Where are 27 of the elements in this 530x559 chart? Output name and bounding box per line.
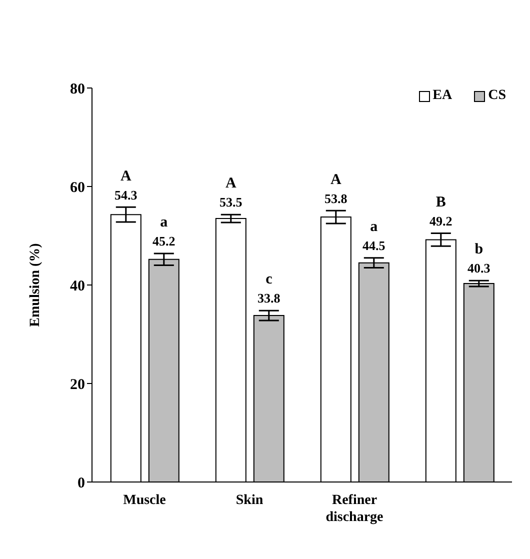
data-label: 53.8 (324, 190, 348, 206)
data-label: 54.3 (114, 187, 138, 202)
annotation: A (330, 172, 342, 188)
x-tick-label: Skin (236, 493, 264, 508)
y-tick-label: 20 (70, 376, 85, 393)
annotation: c (266, 272, 273, 288)
y-tick-label: 60 (70, 180, 85, 196)
legend-label: CS (487, 88, 506, 104)
data-label: 53.5 (220, 194, 243, 210)
y-tick-label: 40 (70, 278, 85, 294)
x-tick-label: Muscle (123, 493, 166, 508)
data-label: 45.2 (152, 234, 176, 249)
annotation: B (436, 194, 446, 210)
legend-label: EA (432, 88, 452, 104)
data-label: 40.3 (468, 260, 491, 276)
annotation: a (370, 219, 378, 236)
data-label: 49.2 (430, 213, 452, 228)
y-tick-label: 0 (78, 475, 85, 492)
y-tick-label: 80 (70, 81, 85, 98)
data-label: 33.8 (258, 290, 281, 306)
annotation: A (120, 168, 132, 184)
y-axis-title: Emulsion (%) (28, 242, 43, 327)
annotation: a (160, 214, 168, 231)
x-tick-label: Refiner discharge (326, 493, 384, 525)
annotation: A (225, 176, 236, 192)
data-label: 44.5 (362, 238, 386, 254)
annotation: b (474, 242, 484, 258)
